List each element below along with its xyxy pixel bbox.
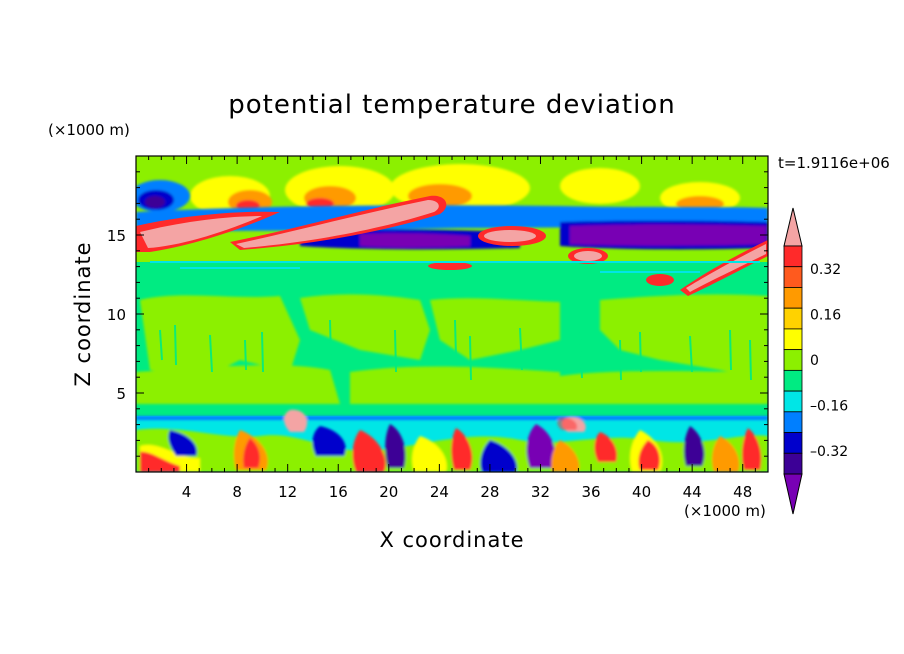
y-unit-label: (×1000 m) [48,121,130,139]
colorbar-swatch [783,245,803,268]
colorbar-label: 0.32 [810,262,841,278]
chart-title: potential temperature deviation [228,90,675,120]
x-tick-label: 16 [329,483,348,501]
tropopause-streaks [150,261,760,273]
colorbar-swatch [783,349,803,371]
colorbar-label: –0.32 [810,444,848,460]
colorbar-label: 0.16 [810,307,841,323]
mid-level-plumes [136,294,768,404]
heatmap-field [136,156,768,472]
colorbar-swatch [783,307,803,330]
mid-level-streaks [159,319,752,381]
colorbar-swatch [783,328,803,351]
colorbar-label: –0.16 [810,399,848,415]
colorbar-lower-extend [783,473,803,515]
colorbar-swatch [783,266,803,288]
x-tick-label: 28 [480,483,499,501]
colorbar-swatch [783,432,803,454]
upper-cold-cells [136,180,768,250]
warm-filaments [136,195,768,296]
x-tick-label: 36 [581,483,600,501]
x-tick-label: 24 [430,483,449,501]
x-axis: 4 8 12 16 20 24 28 32 36 40 44 48 [148,156,756,501]
y-tick-label: 15 [107,227,126,245]
colorbar-swatch [783,390,803,413]
x-axis-label: X coordinate [379,528,524,552]
colorbar-swatch [783,452,803,475]
x-tick-label: 44 [683,483,702,501]
x-tick-label: 32 [531,483,550,501]
time-label: t=1.9116e+06 [778,154,890,172]
x-tick-label: 12 [278,483,297,501]
x-tick-label: 48 [733,483,752,501]
colorbar-swatch [783,411,803,433]
colorbar-swatch [783,287,803,309]
colorbar-swatch [783,369,803,392]
colorbar-label: 0 [810,353,819,369]
colorbar: 0.32 0.16 0 –0.16 –0.32 [783,207,848,515]
y-tick-label: 10 [107,306,126,324]
y-axis-label: Z coordinate [71,241,95,386]
boundary-layer [136,409,768,472]
x-tick-label: 8 [232,483,242,501]
x-tick-label: 4 [182,483,192,501]
y-tick-label: 5 [116,385,126,403]
y-axis: 5 10 15 [107,171,768,457]
x-tick-label: 40 [632,483,651,501]
colorbar-upper-extend [783,207,803,247]
x-unit-label: (×1000 m) [684,502,766,520]
x-tick-label: 20 [379,483,398,501]
